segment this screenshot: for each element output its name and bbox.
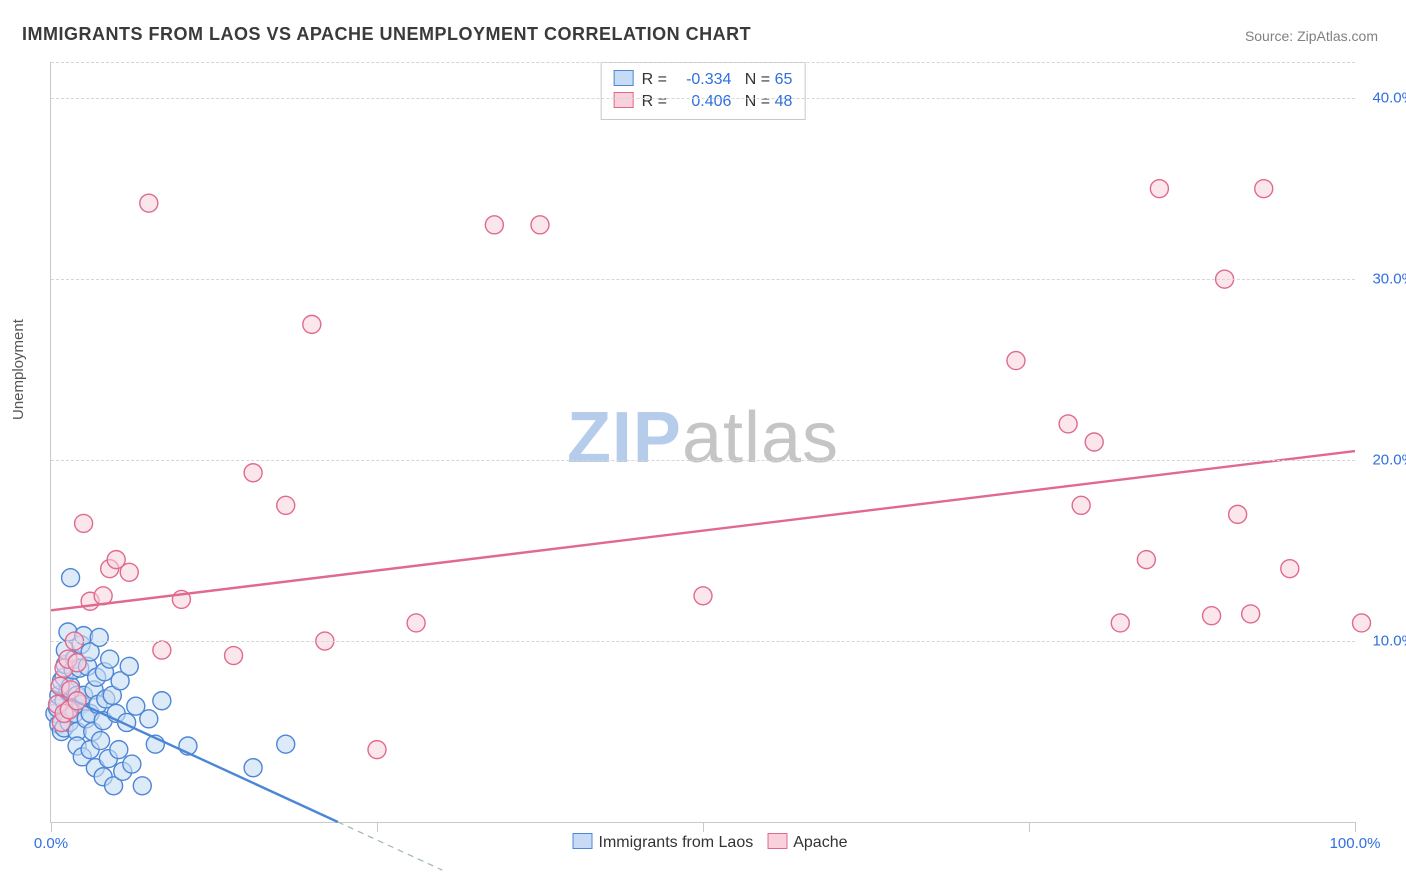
legend-N-label: N = xyxy=(731,93,774,110)
scatter-point-laos xyxy=(101,650,119,668)
scatter-point-apache xyxy=(277,496,295,514)
scatter-point-apache xyxy=(1137,551,1155,569)
scatter-point-apache xyxy=(1085,433,1103,451)
legend-R-label: R = xyxy=(642,93,672,110)
scatter-point-apache xyxy=(68,654,86,672)
legend-series: Immigrants from Laos Apache xyxy=(559,833,848,852)
scatter-point-apache xyxy=(485,216,503,234)
x-tick xyxy=(703,822,704,832)
legend-correlation: R = -0.334 N = 65R = 0.406 N = 48 xyxy=(601,62,806,120)
scatter-point-apache xyxy=(303,315,321,333)
y-tick-label: 10.0% xyxy=(1359,633,1406,650)
gridline-h xyxy=(51,641,1355,642)
legend-label-apache: Apache xyxy=(793,834,847,851)
scatter-point-apache xyxy=(407,614,425,632)
scatter-point-apache xyxy=(1007,352,1025,370)
scatter-point-apache xyxy=(1242,605,1260,623)
x-tick xyxy=(1355,822,1356,832)
scatter-point-laos xyxy=(92,732,110,750)
scatter-point-apache xyxy=(153,641,171,659)
source-attribution: Source: ZipAtlas.com xyxy=(1245,28,1378,44)
x-tick xyxy=(1029,822,1030,832)
scatter-point-laos xyxy=(153,692,171,710)
scatter-point-apache xyxy=(140,194,158,212)
scatter-point-apache xyxy=(1072,496,1090,514)
y-axis-label: Unemployment xyxy=(10,319,27,420)
scatter-point-apache xyxy=(368,741,386,759)
scatter-point-laos xyxy=(62,569,80,587)
scatter-point-apache xyxy=(531,216,549,234)
scatter-point-apache xyxy=(68,692,86,710)
scatter-point-laos xyxy=(90,628,108,646)
scatter-point-apache xyxy=(1229,505,1247,523)
x-tick xyxy=(51,822,52,832)
y-tick-label: 40.0% xyxy=(1359,90,1406,107)
gridline-h xyxy=(51,62,1355,63)
scatter-point-apache xyxy=(225,647,243,665)
scatter-point-apache xyxy=(1353,614,1371,632)
scatter-point-laos xyxy=(110,741,128,759)
scatter-point-apache xyxy=(1281,560,1299,578)
scatter-point-apache xyxy=(244,464,262,482)
x-tick xyxy=(377,822,378,832)
x-tick-label: 100.0% xyxy=(1330,835,1381,852)
scatter-point-apache xyxy=(1059,415,1077,433)
legend-swatch-laos xyxy=(614,70,634,86)
scatter-svg xyxy=(51,62,1355,822)
legend-N-value: 48 xyxy=(775,93,793,110)
scatter-point-apache xyxy=(1111,614,1129,632)
legend-swatch-apache xyxy=(614,92,634,108)
scatter-point-apache xyxy=(1203,607,1221,625)
scatter-point-apache xyxy=(1150,180,1168,198)
legend-N-value: 65 xyxy=(775,71,793,88)
legend-R-label: R = xyxy=(642,71,672,88)
plot-area: ZIPatlas R = -0.334 N = 65R = 0.406 N = … xyxy=(50,62,1355,823)
scatter-point-apache xyxy=(1255,180,1273,198)
scatter-point-laos xyxy=(123,755,141,773)
scatter-point-apache xyxy=(694,587,712,605)
scatter-point-apache xyxy=(120,563,138,581)
gridline-h xyxy=(51,98,1355,99)
scatter-point-apache xyxy=(75,514,93,532)
legend-R-value: -0.334 xyxy=(671,69,731,91)
legend-swatch-laos xyxy=(573,833,593,849)
legend-N-label: N = xyxy=(731,71,774,88)
gridline-h xyxy=(51,279,1355,280)
x-tick-label: 0.0% xyxy=(34,835,68,852)
scatter-point-laos xyxy=(277,735,295,753)
legend-label-laos: Immigrants from Laos xyxy=(599,834,754,851)
legend-R-value: 0.406 xyxy=(671,91,731,113)
legend-row-laos: R = -0.334 N = 65 xyxy=(614,69,793,91)
scatter-point-laos xyxy=(133,777,151,795)
y-tick-label: 20.0% xyxy=(1359,452,1406,469)
gridline-h xyxy=(51,460,1355,461)
trend-line-ext-laos xyxy=(338,822,442,870)
scatter-point-laos xyxy=(120,657,138,675)
scatter-point-laos xyxy=(140,710,158,728)
y-tick-label: 30.0% xyxy=(1359,271,1406,288)
legend-swatch-apache xyxy=(767,833,787,849)
legend-row-apache: R = 0.406 N = 48 xyxy=(614,91,793,113)
chart-title: IMMIGRANTS FROM LAOS VS APACHE UNEMPLOYM… xyxy=(22,24,751,45)
scatter-point-laos xyxy=(244,759,262,777)
